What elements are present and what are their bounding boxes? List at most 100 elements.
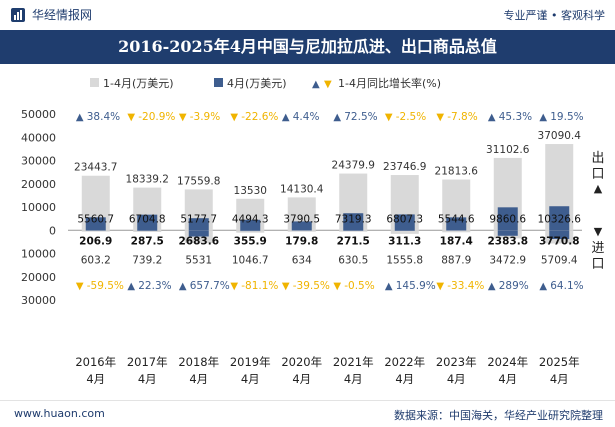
label-import-ytd: 739.2 [132,254,162,266]
bar-import-month [188,230,209,237]
bar-export-month [188,218,209,231]
growth-label-import: 145.9% [396,280,436,292]
legend-label-ytd: 1-4月(万美元) [103,77,174,90]
y-tick-label: 20000 [21,271,56,284]
x-tick-label-year: 2016年 [75,355,116,369]
bar-import-ytd [133,230,162,232]
label-export-month: 6807.3 [386,213,423,225]
legend-arrow-up-icon: ▲ [312,79,320,90]
x-tick-label-month: 4月 [241,372,260,386]
bar-export-month [446,217,467,231]
growth-down-icon: ▼ [333,281,341,292]
growth-up-icon: ▲ [282,112,290,123]
growth-down-icon: ▼ [127,112,135,123]
label-export-ytd: 18339.2 [126,174,169,186]
label-export-month: 5544.6 [438,213,475,225]
label-import-ytd: 5531 [185,254,212,266]
label-import-ytd: 887.9 [441,254,471,266]
label-import-month: 271.5 [337,235,370,247]
bar-import-ytd [236,230,265,233]
y-tick-label: 50000 [21,108,56,121]
x-tick-label-month: 4月 [550,372,569,386]
growth-up-icon: ▲ [385,281,393,292]
footer-website[interactable]: www.huaon.com [14,407,105,420]
growth-down-icon: ▼ [230,112,238,123]
growth-down-icon: ▼ [76,281,84,292]
import-arrow-down-icon: ▼ [594,225,603,238]
growth-down-icon: ▼ [385,112,393,123]
growth-label-import: -33.4% [447,280,484,292]
label-import-month: 187.4 [440,235,473,247]
y-tick-label: 20000 [21,178,56,191]
label-import-ytd: 1046.7 [232,254,269,266]
label-export-month: 9860.6 [489,213,526,225]
x-tick-label-year: 2023年 [436,355,477,369]
label-export-month: 4494.3 [232,213,269,225]
label-import-ytd: 1555.8 [386,254,423,266]
side-label-import-char: 进 [591,241,604,256]
bar-import-ytd [442,230,471,233]
growth-label-import: 657.7% [190,280,230,292]
growth-label-import: 22.3% [138,280,171,292]
x-tick-label-year: 2021年 [333,355,374,369]
x-tick-label-year: 2019年 [230,355,271,369]
growth-label-export: -7.8% [447,111,477,123]
label-export-month: 6704.8 [129,213,166,225]
x-tick-label-month: 4月 [498,372,517,386]
label-import-month: 206.9 [79,235,112,247]
legend-swatch-month [214,78,223,87]
bar-import-ytd [81,230,110,232]
label-import-month: 3770.8 [539,235,580,247]
bar-export-month [137,214,158,231]
label-export-month: 5177.7 [180,213,217,225]
growth-label-export: 19.5% [550,111,583,123]
label-export-month: 5560.7 [77,213,114,225]
y-tick-label: 10000 [21,201,56,214]
label-export-ytd: 31102.6 [486,144,530,156]
x-tick-label-month: 4月 [138,372,157,386]
bar-export-month [240,219,261,231]
top-bar: 华经情报网 专业严谨 • 客观科学 [0,0,615,30]
label-export-ytd: 17559.8 [177,175,220,187]
growth-label-export: -20.9% [138,111,175,123]
bar-import-month [549,230,570,240]
bar-export-month [549,206,570,231]
label-import-month: 355.9 [234,235,267,247]
label-export-ytd: 37090.4 [538,130,582,142]
growth-up-icon: ▲ [488,112,496,123]
brand[interactable]: 华经情报网 [10,6,92,23]
x-tick-label-month: 4月 [344,372,363,386]
x-tick-label-month: 4月 [292,372,311,386]
label-import-month: 2383.8 [487,235,528,247]
label-import-ytd: 5709.4 [541,254,578,266]
bar-export-month [497,207,518,231]
side-label-export-char: 口 [591,167,604,182]
legend-swatch-ytd [90,78,99,87]
y-tick-label: 0 [49,224,56,237]
x-tick-label-month: 4月 [447,372,466,386]
y-tick-label: 40000 [21,131,56,144]
growth-down-icon: ▼ [436,112,444,123]
bar-import-month [343,230,364,231]
legend-label-month: 4月(万美元) [227,77,287,90]
legend-label-growth: 1-4月同比增长率(%) [338,76,441,90]
brand-name: 华经情报网 [32,8,93,22]
export-arrow-up-icon: ▲ [594,182,603,195]
side-label-export-char: 出 [591,151,604,166]
label-export-month: 10326.6 [538,213,582,225]
growth-label-export: 4.4% [293,111,320,123]
label-import-month: 179.8 [285,235,318,247]
chart-title: 2016-2025年4月中国与尼加拉瓜进、出口商品总值 [118,37,497,56]
growth-down-icon: ▼ [179,112,187,123]
label-import-ytd: 634 [292,254,312,266]
bar-import-month [394,230,415,231]
growth-label-export: 38.4% [87,111,120,123]
growth-label-export: -22.6% [241,111,278,123]
y-tick-label: 30000 [21,294,56,307]
growth-label-import: -0.5% [344,280,374,292]
label-import-ytd: 3472.9 [489,254,526,266]
label-import-ytd: 630.5 [338,254,368,266]
bar-export-month [343,213,364,231]
bar-import-month [497,230,518,236]
label-export-ytd: 13530 [234,185,267,197]
